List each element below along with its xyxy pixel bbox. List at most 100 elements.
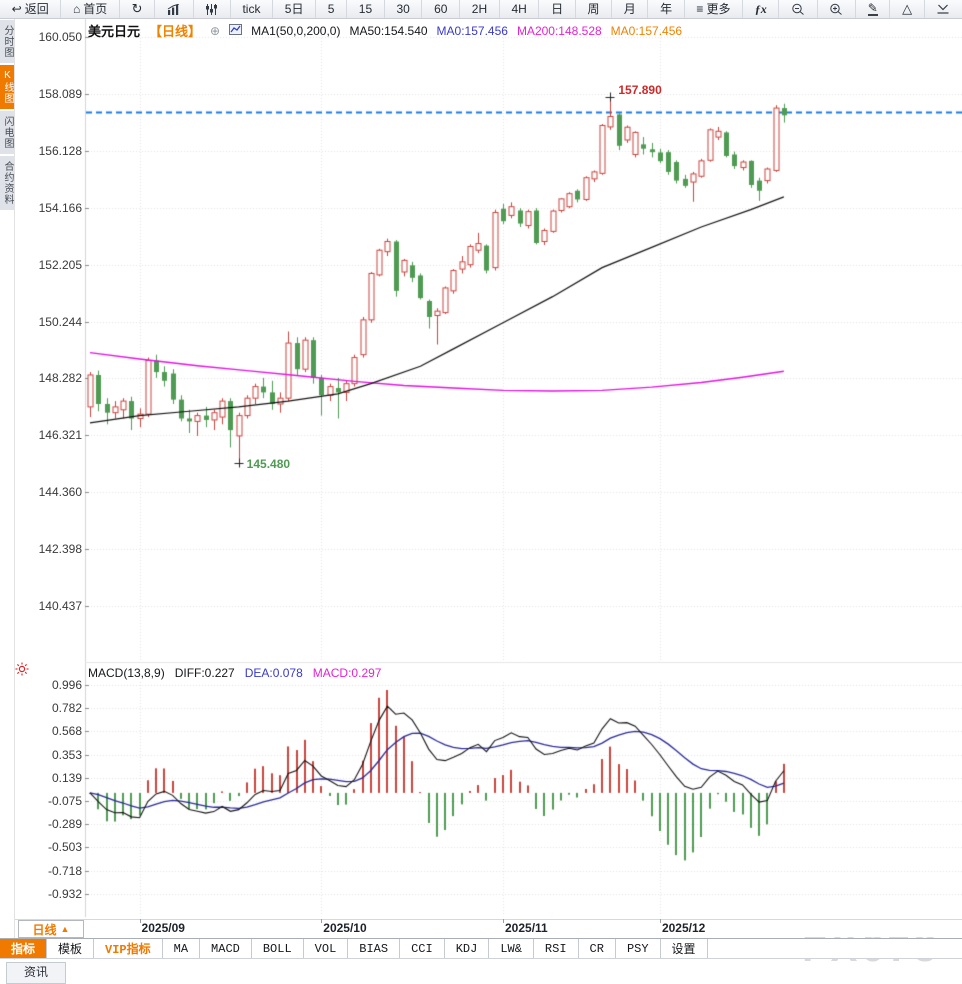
- ma-settings-label: MA1(50,0,200,0): [251, 23, 341, 38]
- macd-axis-tick: 0.996: [51, 678, 82, 692]
- top-toolbar: ↩ 返回 ⌂ 首页 ↻ tick 5日 5 15 30 60 2H 4H 日周月年 ≡ 更多 ƒx ✎ △: [0, 0, 962, 19]
- high-price-annotation: 157.890: [618, 82, 662, 97]
- macd-axis-tick: -0.503: [47, 840, 82, 855]
- indicator-tab-CCI[interactable]: CCI: [400, 939, 445, 958]
- toolbar-refresh-button[interactable]: ↻: [120, 0, 156, 18]
- toolbar-shapes-button[interactable]: △: [890, 0, 925, 18]
- price-axis-tick: 154.166: [38, 200, 82, 215]
- price-axis-tick: 140.437: [38, 599, 82, 613]
- macd-header: MACD(13,8,9) DIFF:0.227 DEA:0.078 MACD:0…: [88, 666, 381, 680]
- indicator-tab-模板[interactable]: 模板: [47, 939, 95, 958]
- toolbar-m30-button[interactable]: 30: [385, 0, 423, 18]
- sidebar-divider: [14, 19, 15, 960]
- indicator-tab-指标[interactable]: 指标: [0, 939, 48, 958]
- toolbar-m15-button[interactable]: 15: [347, 0, 385, 18]
- price-axis-tick: 150.244: [38, 314, 82, 329]
- indicator-tab-BOLL[interactable]: BOLL: [252, 939, 304, 958]
- macd-axis-tick: -0.075: [47, 794, 82, 808]
- sidebar-item-3[interactable]: 合约资料: [0, 156, 14, 210]
- indicator-tab-设置[interactable]: 设置: [661, 939, 708, 958]
- month-tick-mark: [321, 919, 323, 923]
- toolbar-draw-button[interactable]: ✎: [856, 0, 891, 18]
- ma0-orange-value: MA0:157.456: [610, 23, 683, 38]
- sidebar-item-2[interactable]: 闪电图: [0, 111, 14, 154]
- toolbar-year-button[interactable]: 年: [648, 0, 685, 18]
- period-label: 【日线】: [149, 24, 202, 39]
- month-label-2025/11: 2025/11: [505, 921, 548, 935]
- toolbar-m5-button[interactable]: 5: [316, 0, 348, 18]
- indicator-tab-RSI[interactable]: RSI: [534, 939, 579, 958]
- toolbar-week-button[interactable]: 周: [576, 0, 613, 18]
- add-indicator-icon[interactable]: ⊕: [210, 23, 221, 38]
- toolbar-fx-button[interactable]: ƒx: [743, 0, 780, 18]
- month-tick-mark: [139, 919, 141, 923]
- toolbar-5d-button[interactable]: 5日: [273, 0, 317, 18]
- chart-header: 美元日元 【日线】 ⊕ MA1(50,0,200,0) MA50:154.540…: [88, 21, 682, 40]
- macd-settings-label: MACD(13,8,9): [88, 666, 165, 680]
- macd-axis-tick: 0.782: [51, 701, 82, 716]
- macd-axis-tick: 0.139: [51, 770, 82, 785]
- price-axis-tick: 160.050: [38, 30, 82, 44]
- price-axis-tick: 152.205: [38, 257, 82, 272]
- toolbar-collapse-button[interactable]: [925, 0, 962, 18]
- indicator-settings-icon[interactable]: [15, 662, 29, 676]
- macd-axis-tick: 0.568: [51, 724, 82, 739]
- indicator-tab-MA[interactable]: MA: [163, 939, 201, 958]
- sidebar-item-0[interactable]: 分时图: [0, 20, 14, 63]
- toolbar-month-button[interactable]: 月: [612, 0, 649, 18]
- dropdown-arrow-icon: ▲: [60, 924, 70, 934]
- macd-diff-value: DIFF:0.227: [174, 666, 235, 680]
- indicator-tab-VIP指标[interactable]: VIP指标: [94, 939, 163, 958]
- price-axis-tick: 148.282: [38, 371, 82, 386]
- ma200-value: MA200:148.528: [516, 23, 602, 38]
- low-price-annotation: 145.480: [246, 456, 291, 471]
- sidebar-item-1[interactable]: K线图: [0, 65, 14, 109]
- mini-chart-icon[interactable]: [229, 23, 243, 38]
- month-tick-mark: [659, 919, 661, 923]
- macd-axis-tick: -0.289: [47, 817, 82, 832]
- price-axis-tick: 144.360: [38, 485, 82, 500]
- macd-axis-tick: -0.718: [47, 863, 82, 878]
- ma50-value: MA50:154.540: [349, 23, 428, 38]
- toolbar-zoom-out-button[interactable]: [779, 0, 818, 18]
- period-dropdown-label: 日线: [32, 922, 57, 937]
- news-tab-partial[interactable]: 资讯: [6, 962, 66, 984]
- toolbar-m60-button[interactable]: 60: [422, 0, 461, 18]
- period-dropdown-button[interactable]: 日线 ▲: [18, 920, 84, 938]
- price-axis-tick: 142.398: [38, 542, 82, 557]
- month-label-2025/09: 2025/09: [141, 921, 185, 935]
- indicator-tab-PSY[interactable]: PSY: [616, 939, 661, 958]
- indicator-tab-BIAS[interactable]: BIAS: [348, 939, 401, 958]
- indicator-tab-VOL[interactable]: VOL: [304, 939, 349, 958]
- month-label-2025/12: 2025/12: [661, 921, 706, 935]
- toolbar-bar-chart-button[interactable]: [155, 0, 194, 18]
- xaxis-row: [15, 919, 962, 937]
- toolbar-candle-style-button[interactable]: [194, 0, 231, 18]
- month-tick-mark: [503, 919, 504, 923]
- toolbar-h2-button[interactable]: 2H: [460, 0, 500, 18]
- news-tab-label: 资讯: [23, 965, 48, 979]
- indicator-tab-CR[interactable]: CR: [579, 939, 616, 958]
- toolbar-h4-button[interactable]: 4H: [500, 0, 540, 18]
- price-axis-tick: 146.321: [38, 428, 82, 443]
- toolbar-day-button[interactable]: 日: [539, 0, 576, 18]
- indicator-tab-LW&[interactable]: LW&: [489, 939, 534, 958]
- toolbar-back-button[interactable]: ↩ 返回: [0, 0, 62, 18]
- macd-dea-value: DEA:0.078: [244, 666, 303, 680]
- indicator-tab-MACD[interactable]: MACD: [200, 939, 252, 958]
- toolbar-more-button[interactable]: ≡ 更多: [685, 0, 744, 18]
- macd-axis-tick: 0.353: [51, 747, 82, 762]
- macd-axis-tick: -0.932: [47, 886, 82, 901]
- price-axis-tick: 156.128: [38, 143, 82, 158]
- toolbar-home-button[interactable]: ⌂ 首页: [61, 0, 120, 18]
- chart-type-sidebar: 分时图 K线图闪电图合约资料: [0, 20, 14, 210]
- ma0-blue-value: MA0:157.456: [436, 23, 508, 38]
- price-axis-tick: 158.089: [38, 86, 82, 101]
- toolbar-zoom-in-button[interactable]: [818, 0, 857, 18]
- indicator-tab-KDJ[interactable]: KDJ: [445, 939, 490, 958]
- toolbar-tick-button[interactable]: tick: [231, 0, 274, 18]
- indicator-tabs-row: 指标 模板 VIP指标 MA MACD BOLL VOL BIAS CCI KDJ LW& RSI CR…: [0, 938, 962, 959]
- symbol-name: 美元日元: [88, 24, 141, 39]
